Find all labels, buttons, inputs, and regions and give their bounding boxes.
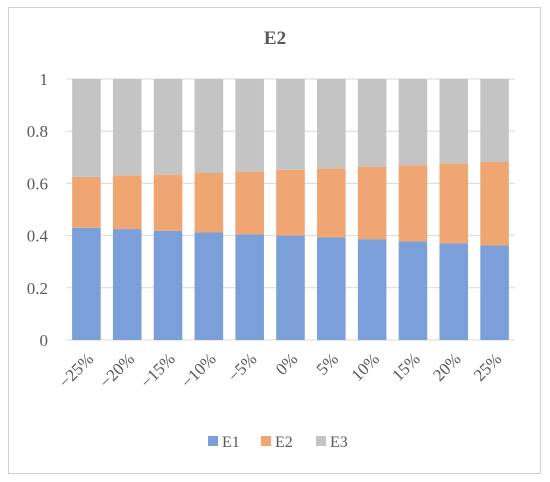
bar-segment-e1 [153,230,183,340]
legend-item-e2: E2 [261,434,293,451]
bar-segment-e2 [112,175,142,230]
bar-segment-e2 [439,163,469,244]
y-axis: 0 0.2 0.4 0.6 0.8 1 [27,70,49,350]
bar-segment-e1 [439,243,469,340]
x-tick-label: 25% [470,349,505,384]
bar-segment-e2 [357,166,387,240]
bar-segment-e3 [194,79,224,173]
y-tick-label: 1 [40,70,49,89]
chart-title: E2 [264,28,286,49]
legend-label: E3 [330,434,348,451]
bar-segment-e3 [439,79,469,164]
bar-segment-e3 [235,79,264,172]
bar-segment-e1 [317,237,346,340]
bar-segment-e3 [357,79,387,167]
bar-segment-e3 [153,79,183,175]
bar-segment-e1 [112,229,142,340]
x-tick-label: −5% [224,349,260,385]
bars [72,79,509,340]
x-tick-label: −15% [137,349,179,391]
bar-segment-e1 [194,232,224,340]
bar-segment-e3 [72,79,101,177]
legend-swatch [316,436,326,446]
bar-segment-e2 [480,161,509,246]
bar-segment-e1 [357,239,387,340]
x-tick-label: 20% [429,349,464,384]
y-tick-label: 0.8 [27,122,48,141]
bar-segment-e2 [72,176,101,228]
bar-segment-e2 [235,171,264,235]
bar-segment-e3 [276,79,305,170]
bar-segment-e3 [480,79,509,162]
bar-segment-e1 [480,245,509,340]
bar-segment-e2 [398,165,428,242]
bar-segment-e3 [398,79,428,166]
bar-segment-e2 [153,174,183,231]
x-tick-label: 15% [388,349,423,384]
legend-item-e1: E1 [208,434,240,451]
x-tick-label: 0% [272,349,301,378]
y-tick-label: 0.4 [27,227,49,246]
bar-segment-e2 [276,169,305,236]
legend-label: E2 [275,434,293,451]
bar-segment-e3 [112,79,142,176]
x-tick-label: 5% [313,349,342,378]
bar-segment-e1 [398,241,428,340]
x-tick-label: −25% [55,349,97,391]
legend-item-e3: E3 [316,434,348,451]
x-tick-label: −20% [96,349,138,391]
legend: E1 E2 E3 [208,434,348,451]
y-tick-label: 0 [40,331,49,350]
x-tick-label: −10% [177,349,219,391]
legend-swatch [208,436,218,446]
bar-segment-e1 [72,227,101,340]
y-tick-label: 0.2 [27,279,48,298]
bar-segment-e1 [235,234,264,340]
x-axis: −25%−20%−15%−10% −5% 0% 5% 10% 15% 20% 25% [55,349,505,391]
bar-segment-e2 [317,168,346,238]
bar-segment-e1 [276,235,305,340]
x-tick-label: 10% [347,349,382,384]
legend-label: E1 [222,434,240,451]
bar-segment-e2 [194,172,224,233]
legend-swatch [261,436,271,446]
bar-segment-e3 [317,79,346,169]
y-tick-label: 0.6 [27,174,48,193]
